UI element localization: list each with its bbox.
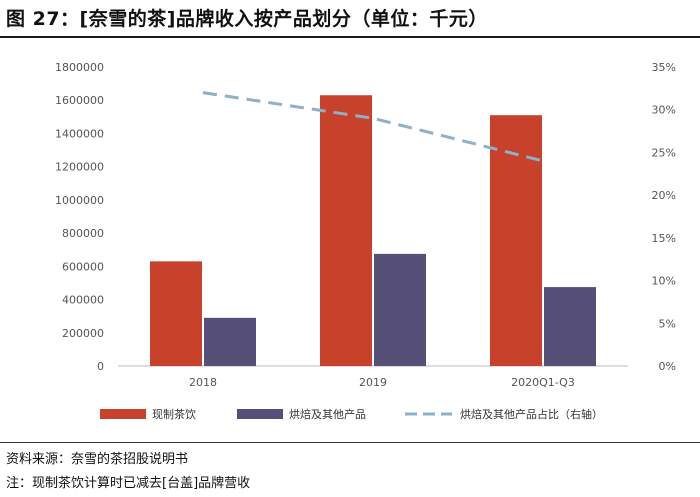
right-axis-ticks: 0% 5% 10% 15% 20% 25% 30% 35% (652, 61, 676, 373)
source-note: 资料来源：奈雪的茶招股说明书 (6, 452, 189, 467)
left-axis-ticks: 0 200000 400000 600000 800000 1000000 1200000 1… (55, 61, 104, 373)
bar-bakery-2 (544, 287, 596, 366)
x-tick-label: 2018 (189, 376, 217, 389)
bar-tea-1 (320, 95, 372, 366)
y-tick-label: 800000 (62, 227, 104, 240)
bar-tea-0 (150, 261, 202, 366)
x-axis-ticks: 2018 2019 2020Q1-Q3 (189, 376, 575, 389)
chart-title: 图 27：[奈雪的茶]品牌收入按产品划分（单位：千元） (6, 8, 488, 30)
y-tick-label: 1400000 (55, 127, 104, 140)
y-tick-label: 1600000 (55, 94, 104, 107)
x-tick-label: 2019 (359, 376, 387, 389)
y2-tick-label: 20% (652, 189, 676, 202)
legend-label-ratio: 烘焙及其他产品占比（右轴） (460, 407, 603, 421)
legend-swatch-bakery (237, 409, 283, 419)
legend: 现制茶饮 烘焙及其他产品 烘焙及其他产品占比（右轴） (100, 407, 603, 421)
bars (150, 95, 596, 366)
y-tick-label: 200000 (62, 327, 104, 340)
footnote: 注：现制茶饮计算时已减去[台盖]品牌营收 (6, 476, 251, 491)
legend-swatch-tea (100, 409, 146, 419)
ratio-line-path (202, 91, 544, 163)
y-tick-label: 1200000 (55, 161, 104, 174)
legend-label-tea: 现制茶饮 (152, 408, 196, 421)
chart: 0 200000 400000 600000 800000 1000000 1200000 1… (55, 61, 676, 421)
y2-tick-label: 30% (652, 104, 676, 117)
footer-divider (0, 442, 700, 443)
y-tick-label: 400000 (62, 294, 104, 307)
y-tick-label: 1800000 (55, 61, 104, 74)
bar-bakery-0 (204, 317, 256, 366)
legend-label-bakery: 烘焙及其他产品 (289, 407, 366, 421)
title-divider (0, 36, 700, 38)
y-tick-label: 0 (97, 360, 104, 373)
y2-tick-label: 10% (652, 275, 676, 288)
y2-tick-label: 25% (652, 146, 676, 159)
bar-tea-2 (490, 115, 542, 366)
y-tick-label: 600000 (62, 260, 104, 273)
y2-tick-label: 5% (659, 317, 676, 330)
ratio-line (202, 91, 544, 163)
y-tick-label: 1000000 (55, 194, 104, 207)
y2-tick-label: 0% (659, 360, 676, 373)
x-tick-label: 2020Q1-Q3 (511, 376, 575, 389)
y2-tick-label: 15% (652, 232, 676, 245)
y2-tick-label: 35% (652, 61, 676, 74)
bar-bakery-1 (374, 253, 426, 366)
